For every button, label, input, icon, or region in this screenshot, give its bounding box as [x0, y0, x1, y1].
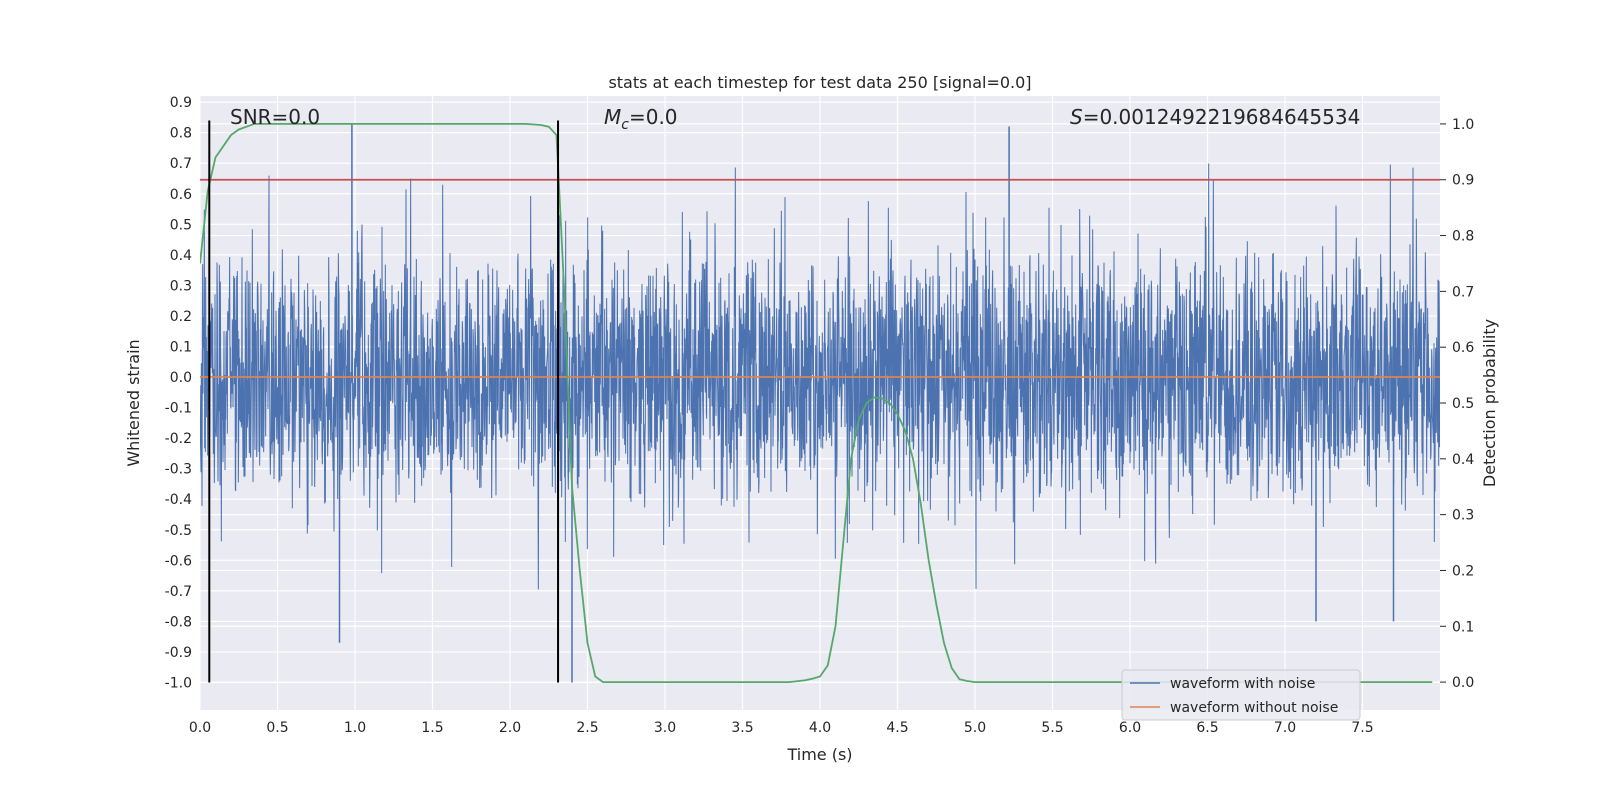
y-tick-label: 0.5	[170, 217, 192, 233]
y-tick-label: -0.2	[165, 431, 192, 447]
y-tick-label: -0.4	[165, 492, 192, 508]
y-tick-label: 0.6	[170, 187, 192, 203]
y-tick-label: 0.3	[170, 278, 192, 294]
score-symbol: S	[1070, 105, 1083, 129]
chirp-mass-annotation: Mc=0.0	[604, 105, 678, 133]
axes: 0.0 0.5 1.0 1.5 2.0 2.5 3.0 3.5 4.0 4.5 5.0 5.5 6.0 6…	[165, 95, 1475, 736]
x-tick-label: 7.0	[1274, 720, 1296, 736]
x-axis-label: Time (s)	[786, 745, 852, 764]
legend-label-clean: waveform without noise	[1170, 700, 1338, 716]
score-value: =0.0012492219684645534	[1083, 105, 1361, 129]
y-tick-label: -0.7	[165, 584, 192, 600]
legend: waveform with noise waveform without noi…	[1121, 669, 1361, 721]
y2-tick-label: 0.9	[1452, 173, 1474, 189]
x-tick-label: 5.5	[1041, 720, 1063, 736]
x-tick-label: 7.5	[1351, 720, 1373, 736]
legend-label-noise: waveform with noise	[1170, 676, 1315, 692]
y-tick-label: 0.2	[170, 309, 192, 325]
y-tick-label: -0.6	[165, 553, 192, 569]
series-detection-probability	[200, 123, 1433, 683]
y2-tick-label: 0.8	[1452, 229, 1474, 245]
x-tick-label: 4.5	[886, 720, 908, 736]
chirp-mass-value: =0.0	[629, 105, 678, 129]
y-tick-label: 0.9	[170, 95, 192, 111]
y-tick-label: -0.8	[165, 614, 192, 630]
y2-tick-label: 0.4	[1452, 452, 1474, 468]
y-tick-label: 0.0	[170, 370, 192, 386]
y-tick-label: -1.0	[165, 676, 192, 692]
legend-box	[1121, 669, 1361, 721]
y2-tick-label: 0.6	[1452, 340, 1474, 356]
y2-tick-label: 0.5	[1452, 396, 1474, 412]
y-tick-label: -0.1	[165, 401, 192, 417]
y2-axis-label: Detection probability	[1480, 319, 1499, 487]
x-tick-label: 5.0	[964, 720, 986, 736]
chart-title: stats at each timestep for test data 250…	[608, 73, 1031, 92]
plot-area	[200, 120, 1440, 683]
x-tick-label: 6.5	[1196, 720, 1218, 736]
chirp-mass-symbol: M	[604, 105, 621, 129]
y-tick-label: -0.9	[165, 645, 192, 661]
x-tick-label: 3.0	[654, 720, 676, 736]
snr-annotation: SNR=0.0	[230, 105, 320, 129]
x-tick-label: 2.0	[499, 720, 521, 736]
y2-tick-label: 1.0	[1452, 117, 1474, 133]
chirp-mass-subscript: c	[621, 117, 629, 133]
x-tick-label: 1.5	[421, 720, 443, 736]
y2-tick-label: 0.1	[1452, 619, 1474, 635]
x-tick-label: 4.0	[809, 720, 831, 736]
series-waveform-with-noise	[200, 163, 1440, 590]
y-tick-label: -0.3	[165, 462, 192, 478]
score-annotation: S=0.0012492219684645534	[1070, 105, 1360, 129]
x-tick-label: 2.5	[576, 720, 598, 736]
y-tick-label: 0.7	[170, 156, 192, 172]
x-tick-label: 0.0	[189, 720, 211, 736]
y2-tick-label: 0.7	[1452, 284, 1474, 300]
y2-tick-label: 0.0	[1452, 675, 1474, 691]
x-tick-label: 3.5	[731, 720, 753, 736]
y-tick-label: -0.5	[165, 523, 192, 539]
y-axis-label: Whitened strain	[124, 339, 143, 466]
x-tick-label: 6.0	[1119, 720, 1141, 736]
x-tick-label: 0.5	[266, 720, 288, 736]
y2-tick-label: 0.2	[1452, 563, 1474, 579]
y2-tick-label: 0.3	[1452, 508, 1474, 524]
y-tick-label: 0.1	[170, 339, 192, 355]
y-tick-label: 0.8	[170, 126, 192, 142]
y-tick-label: 0.4	[170, 248, 192, 264]
x-tick-label: 1.0	[344, 720, 366, 736]
